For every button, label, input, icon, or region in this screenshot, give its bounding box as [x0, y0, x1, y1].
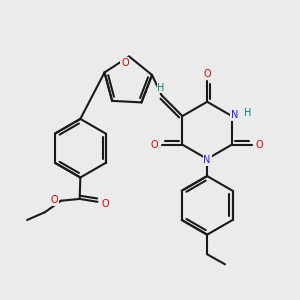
- Text: N: N: [231, 110, 238, 120]
- Text: O: O: [102, 199, 110, 208]
- Text: O: O: [121, 58, 129, 68]
- Text: O: O: [151, 140, 158, 150]
- Text: H: H: [157, 82, 165, 92]
- Text: O: O: [256, 140, 264, 150]
- Text: O: O: [50, 195, 58, 205]
- Text: N: N: [203, 155, 211, 165]
- Text: O: O: [203, 69, 211, 79]
- Text: H: H: [244, 108, 251, 118]
